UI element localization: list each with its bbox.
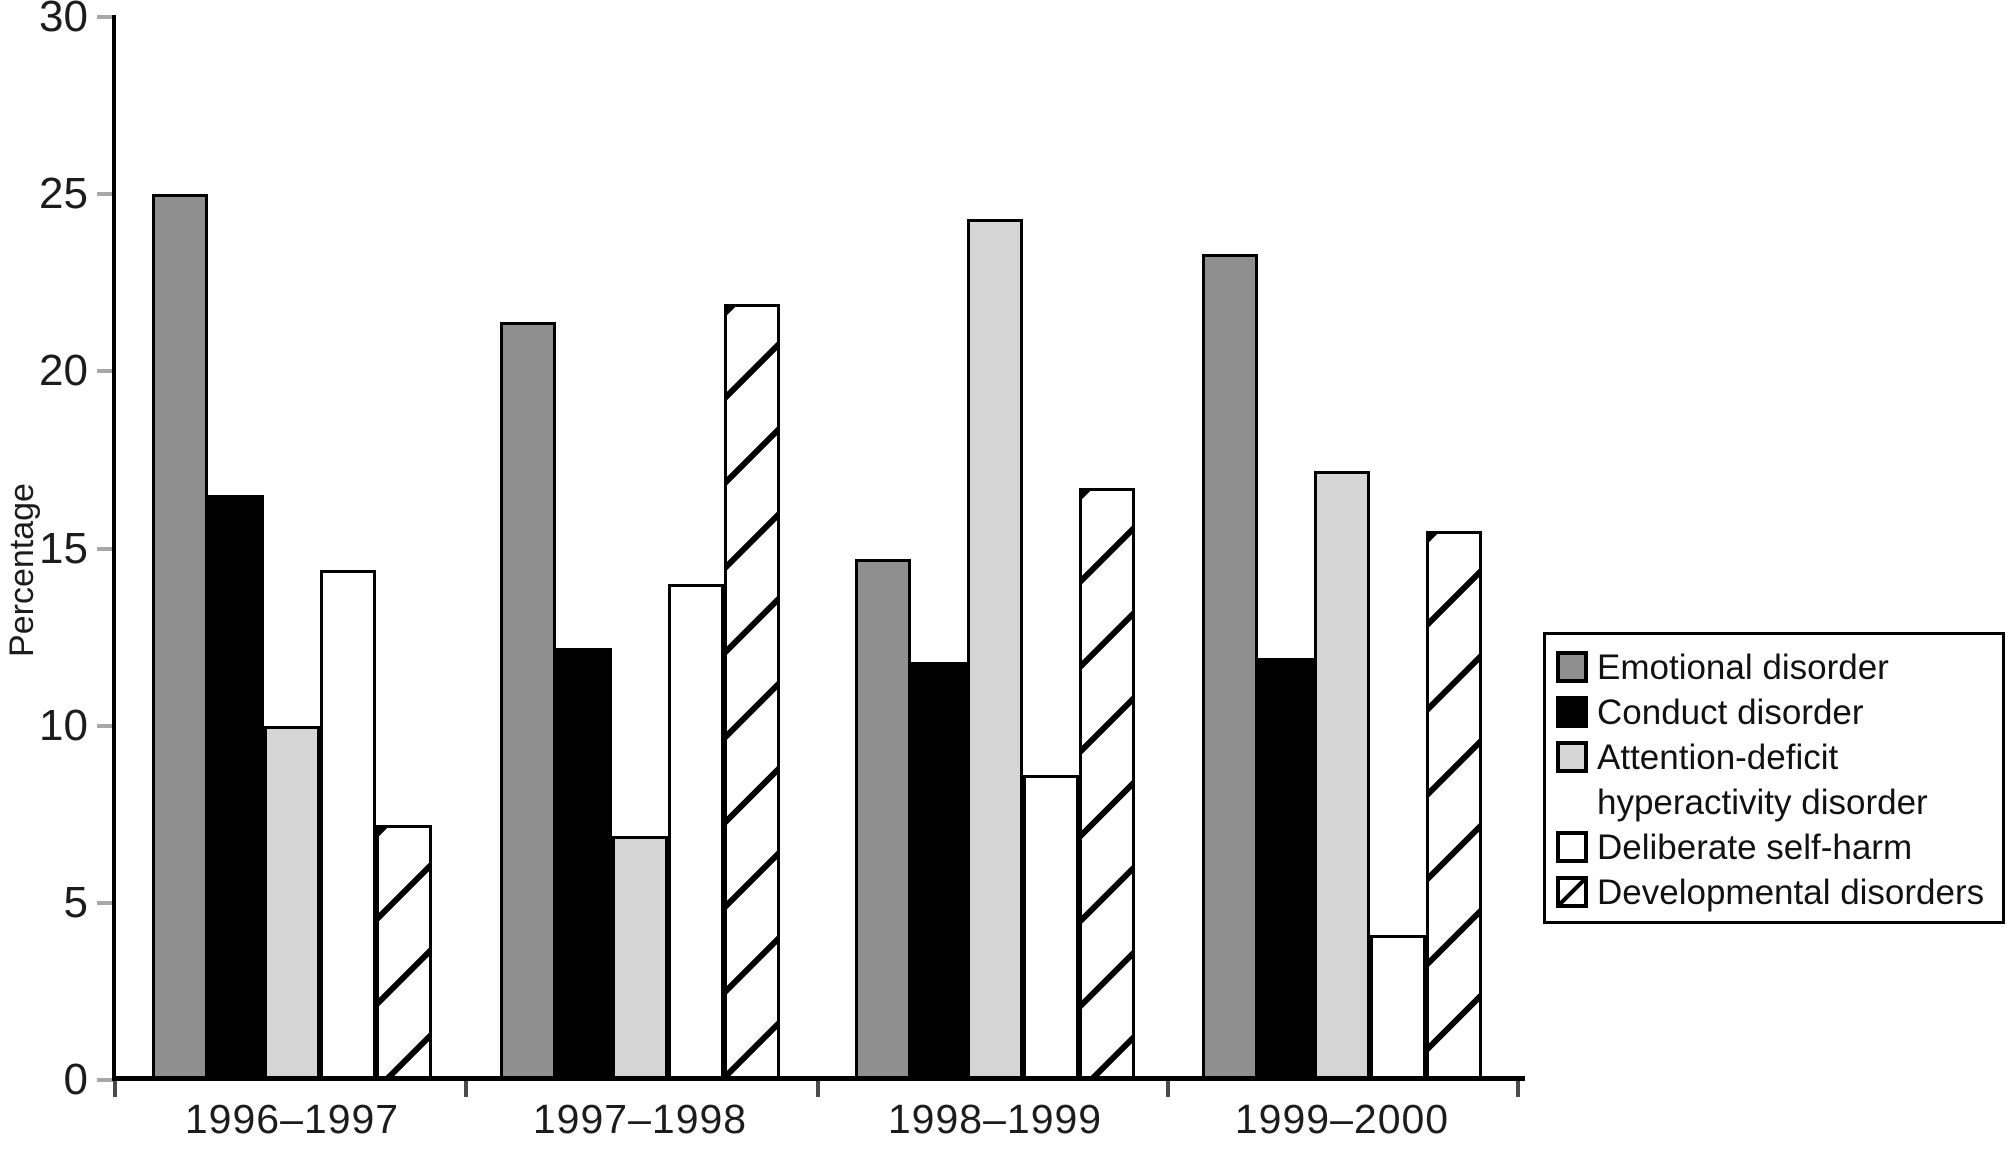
x-axis-tick [113, 1081, 117, 1097]
bar-emotional-disorder-group3 [855, 559, 911, 1080]
x-category-label: 1997–1998 [532, 1096, 748, 1142]
bar-conduct-disorder-group1 [208, 495, 264, 1080]
x-category-label: 1996–1997 [184, 1096, 400, 1142]
x-axis-tick [464, 1081, 468, 1097]
bar-deliberate-self-harm-group2 [668, 584, 724, 1080]
x-axis-line [112, 1076, 1525, 1081]
legend-label-attention-deficit-hyperactivity-disorder: Attention-deficit hyperactivity disorder [1597, 738, 1928, 822]
x-category-label: 1999–2000 [1234, 1096, 1450, 1142]
legend: Emotional disorder Conduct disorder Attent… [1543, 632, 2005, 924]
bar-developmental-disorders-group2 [724, 304, 780, 1080]
y-axis-tick-label: 15 [39, 524, 88, 573]
y-axis-tick [97, 1078, 113, 1082]
y-axis-tick-label: 20 [39, 346, 88, 395]
bar-emotional-disorder-group2 [500, 322, 556, 1080]
y-axis-tick [97, 901, 113, 905]
legend-item-deliberate-self-harm: Deliberate self-harm [1556, 825, 1996, 870]
y-axis-tick-label: 0 [63, 1055, 88, 1104]
x-axis-tick [1516, 1081, 1520, 1097]
x-axis-tick [1166, 1081, 1170, 1097]
x-category-label: 1998–1999 [887, 1096, 1103, 1142]
bar-developmental-disorders-group3 [1079, 488, 1135, 1080]
bar-conduct-disorder-group3 [911, 662, 967, 1080]
bar-deliberate-self-harm-group3 [1023, 775, 1079, 1080]
legend-swatch-conduct-disorder-icon [1556, 696, 1588, 728]
bar-emotional-disorder-group1 [152, 194, 208, 1080]
y-axis-line [112, 15, 116, 1080]
y-axis-tick [97, 15, 113, 19]
bar-attention-deficit-hyperactivity-disorder-group2 [612, 836, 668, 1080]
y-axis-tick [97, 547, 113, 551]
bar-developmental-disorders-group4 [1426, 531, 1482, 1080]
legend-label-emotional-disorder: Emotional disorder [1597, 648, 1889, 687]
y-axis-tick-label: 30 [39, 0, 88, 41]
bar-attention-deficit-hyperactivity-disorder-group1 [264, 726, 320, 1080]
bar-deliberate-self-harm-group4 [1370, 935, 1426, 1080]
y-axis-tick-label: 5 [63, 878, 88, 927]
y-axis-tick [97, 192, 113, 196]
legend-item-emotional-disorder: Emotional disorder [1556, 645, 1996, 690]
bar-developmental-disorders-group1 [376, 825, 432, 1080]
y-axis-tick-label: 10 [39, 701, 88, 750]
bar-attention-deficit-hyperactivity-disorder-group3 [967, 219, 1023, 1080]
y-axis-tick [97, 369, 113, 373]
legend-swatch-attention-deficit-hyperactivity-disorder-icon [1556, 741, 1588, 773]
legend-swatch-deliberate-self-harm-icon [1556, 831, 1588, 863]
bar-emotional-disorder-group4 [1202, 254, 1258, 1080]
bar-attention-deficit-hyperactivity-disorder-group4 [1314, 471, 1370, 1080]
x-axis-tick [816, 1081, 820, 1097]
legend-item-attention-deficit-hyperactivity-disorder: Attention-deficit hyperactivity disorder [1556, 735, 1996, 825]
legend-label-conduct-disorder: Conduct disorder [1597, 693, 1864, 732]
bar-conduct-disorder-group4 [1258, 658, 1314, 1080]
y-axis-tick-label: 25 [39, 169, 88, 218]
legend-label-deliberate-self-harm: Deliberate self-harm [1597, 828, 1913, 867]
legend-item-developmental-disorders: Developmental disorders [1556, 870, 1996, 915]
bar-conduct-disorder-group2 [556, 648, 612, 1080]
legend-label-developmental-disorders: Developmental disorders [1597, 873, 1985, 912]
bar-deliberate-self-harm-group1 [320, 570, 376, 1080]
legend-swatch-developmental-disorders-icon [1556, 876, 1588, 908]
legend-swatch-emotional-disorder-icon [1556, 651, 1588, 683]
legend-item-conduct-disorder: Conduct disorder [1556, 690, 1996, 735]
y-axis-tick [97, 724, 113, 728]
